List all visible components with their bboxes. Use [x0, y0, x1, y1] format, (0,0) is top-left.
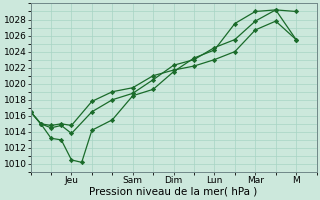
X-axis label: Pression niveau de la mer( hPa ): Pression niveau de la mer( hPa ): [90, 187, 258, 197]
